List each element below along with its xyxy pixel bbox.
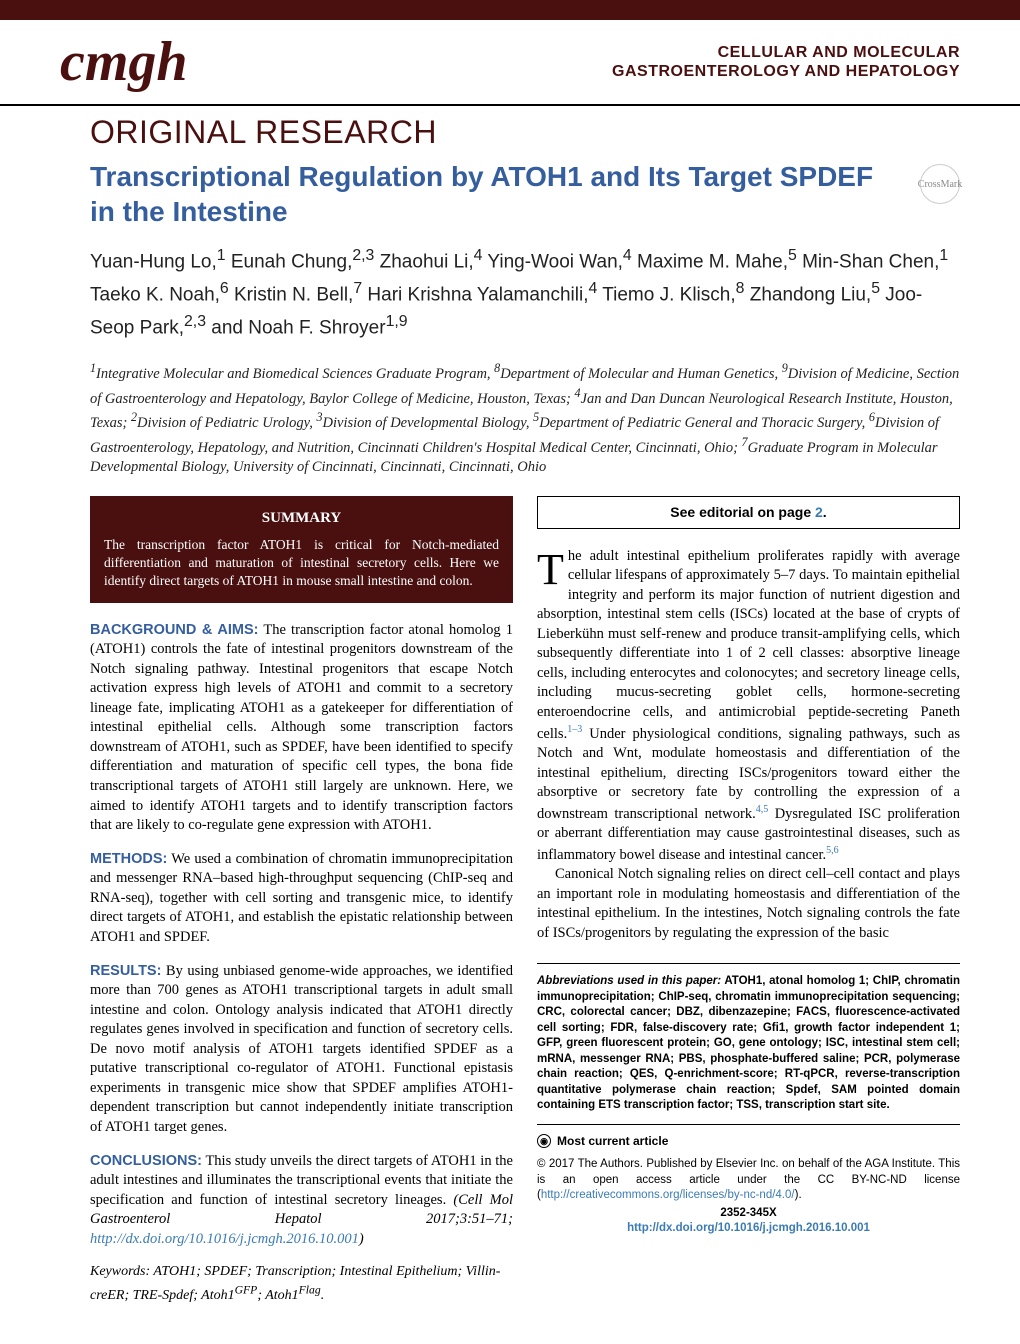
abstract-results: RESULTS: By using unbiased genome-wide a… (90, 962, 513, 1138)
summary-text: The transcription factor ATOH1 is critic… (104, 536, 499, 591)
issn: 2352-345X (537, 1206, 960, 1222)
keywords: Keywords: ATOH1; SPDEF; Transcription; I… (90, 1263, 513, 1305)
journal-name: CELLULAR AND MOLECULAR GASTROENTEROLOGY … (612, 43, 960, 81)
abstract-background: BACKGROUND & AIMS: The transcription fac… (90, 621, 513, 836)
abbr-lead: Abbreviations used in this paper: (537, 975, 721, 987)
copyright-close: ). (795, 1189, 802, 1201)
journal-name-line1: CELLULAR AND MOLECULAR (612, 43, 960, 62)
affiliations: 1Integrative Molecular and Biomedical Sc… (0, 342, 1020, 477)
keywords-label: Keywords: (90, 1264, 150, 1279)
methods-head: METHODS: (90, 851, 167, 867)
keywords-text: ATOH1; SPDEF; Transcription; Intestinal … (90, 1264, 500, 1303)
abstract-conclusions: CONCLUSIONS: This study unveils the dire… (90, 1152, 513, 1250)
background-head: BACKGROUND & AIMS: (90, 622, 258, 638)
crossmark-icon[interactable]: CrossMark (920, 164, 960, 204)
ref-1-3[interactable]: 1–3 (567, 724, 582, 735)
body-p1a: The adult intestinal epithelium prolifer… (537, 548, 960, 742)
citation-close: ) (359, 1231, 364, 1247)
results-text: By using unbiased genome-wide approaches… (90, 963, 513, 1136)
background-text: The transcription factor atonal homolog … (90, 622, 513, 834)
cc-link[interactable]: http://creativecommons.org/licenses/by-n… (541, 1189, 795, 1201)
left-column: SUMMARY The transcription factor ATOH1 i… (90, 496, 513, 1306)
body-text: The adult intestinal epithelium prolifer… (537, 547, 960, 944)
doi-link-inline[interactable]: http://dx.doi.org/10.1016/j.jcmgh.2016.1… (90, 1231, 359, 1247)
summary-heading: SUMMARY (104, 508, 499, 528)
editorial-page-link[interactable]: 2 (815, 504, 823, 520)
header: cmgh CELLULAR AND MOLECULAR GASTROENTERO… (0, 20, 1020, 106)
most-current-label: Most current article (557, 1133, 668, 1149)
most-current: ◉ Most current article (537, 1133, 960, 1149)
article-type: ORIGINAL RESEARCH (0, 106, 1020, 159)
journal-logo: cmgh (60, 30, 188, 94)
abbreviations-box: Abbreviations used in this paper: ATOH1,… (537, 963, 960, 1125)
results-head: RESULTS: (90, 963, 161, 979)
summary-box: SUMMARY The transcription factor ATOH1 i… (90, 496, 513, 603)
doi-link[interactable]: http://dx.doi.org/10.1016/j.jcmgh.2016.1… (627, 1222, 870, 1234)
journal-name-line2: GASTROENTEROLOGY AND HEPATOLOGY (612, 62, 960, 81)
editorial-box: See editorial on page 2. (537, 496, 960, 529)
ref-4-5[interactable]: 4,5 (756, 804, 769, 815)
conclusions-head: CONCLUSIONS: (90, 1153, 202, 1169)
most-current-icon: ◉ (537, 1134, 551, 1148)
top-bar (0, 0, 1020, 20)
article-title: Transcriptional Regulation by ATOH1 and … (90, 159, 900, 229)
abstract-methods: METHODS: We used a combination of chroma… (90, 850, 513, 948)
doi: http://dx.doi.org/10.1016/j.jcmgh.2016.1… (537, 1221, 960, 1237)
author-list: Yuan-Hung Lo,1 Eunah Chung,2,3 Zhaohui L… (0, 229, 1020, 342)
body-p2: Canonical Notch signaling relies on dire… (537, 865, 960, 943)
editorial-text: See editorial on page (670, 504, 815, 520)
abbr-text: ATOH1, atonal homolog 1; ChIP, chromatin… (537, 975, 960, 1111)
ref-5-6[interactable]: 5,6 (826, 845, 839, 856)
editorial-dot: . (823, 504, 827, 520)
right-column: See editorial on page 2. The adult intes… (537, 496, 960, 1306)
two-column-body: SUMMARY The transcription factor ATOH1 i… (0, 478, 1020, 1306)
copyright: © 2017 The Authors. Published by Elsevie… (537, 1157, 960, 1204)
title-row: Transcriptional Regulation by ATOH1 and … (0, 159, 1020, 229)
